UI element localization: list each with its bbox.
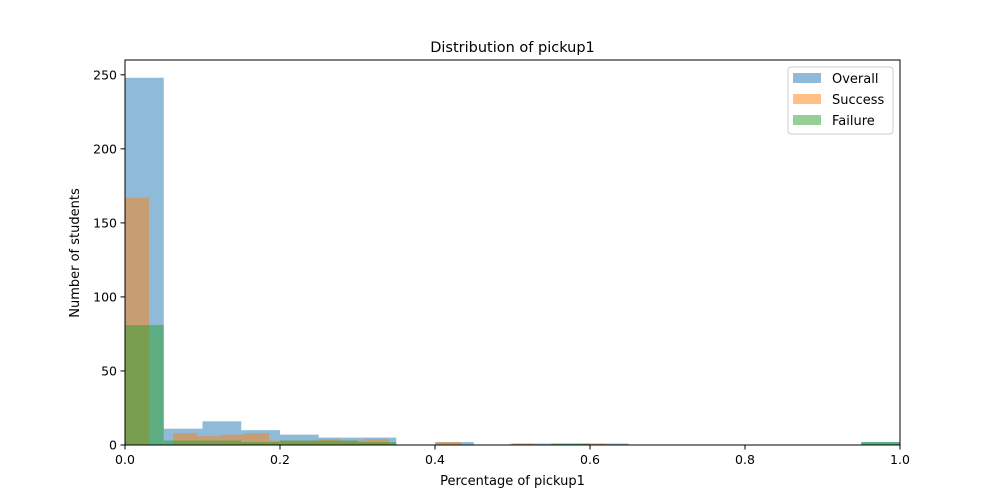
legend-swatch-success xyxy=(793,94,821,104)
bar-failure xyxy=(551,443,590,445)
bar-success xyxy=(437,442,462,445)
bar-success xyxy=(581,443,606,445)
x-axis-label: Percentage of pickup1 xyxy=(440,474,585,489)
x-tick-label: 0.4 xyxy=(425,452,445,467)
legend-swatch-overall xyxy=(793,73,821,83)
bar-failure xyxy=(125,325,164,445)
x-tick-label: 0.2 xyxy=(270,452,290,467)
bar-success xyxy=(245,433,270,445)
bar-success xyxy=(173,433,198,445)
bars-layer xyxy=(125,77,900,446)
legend-swatch-failure xyxy=(793,115,821,125)
x-tick-label: 0.0 xyxy=(115,452,135,467)
bar-failure xyxy=(357,442,397,445)
bar-failure xyxy=(861,442,900,445)
y-axis-label: Number of students xyxy=(68,188,83,318)
y-tick-label: 50 xyxy=(101,363,117,378)
y-tick-label: 150 xyxy=(93,215,117,230)
plot-frame xyxy=(124,59,901,446)
legend-label-success: Success xyxy=(832,93,885,108)
bar-overall xyxy=(590,443,629,445)
bar-failure xyxy=(280,440,319,445)
y-tick-label: 200 xyxy=(93,141,117,156)
chart-title: Distribution of pickup1 xyxy=(430,40,595,56)
x-tick-label: 1.0 xyxy=(890,452,910,467)
bar-overall xyxy=(280,434,319,445)
bar-success xyxy=(509,443,534,445)
x-tick-label: 0.8 xyxy=(735,452,755,467)
y-tick-label: 250 xyxy=(93,67,117,82)
x-tick-label: 0.6 xyxy=(580,452,600,467)
y-tick-label: 100 xyxy=(93,289,117,304)
legend-label-failure: Failure xyxy=(832,114,875,129)
legend: Overall Success Failure xyxy=(787,66,894,135)
axes-layer: 0.0 0.2 0.4 0.6 0.8 1.0 0 50 100 150 200 250 xyxy=(93,59,910,467)
bar-failure xyxy=(163,440,203,445)
bar-failure xyxy=(318,440,358,445)
y-tick-label: 0 xyxy=(109,438,117,453)
bar-failure xyxy=(241,442,280,445)
bar-success xyxy=(221,434,246,445)
legend-label-overall: Overall xyxy=(832,72,878,87)
bar-failure xyxy=(202,440,242,445)
